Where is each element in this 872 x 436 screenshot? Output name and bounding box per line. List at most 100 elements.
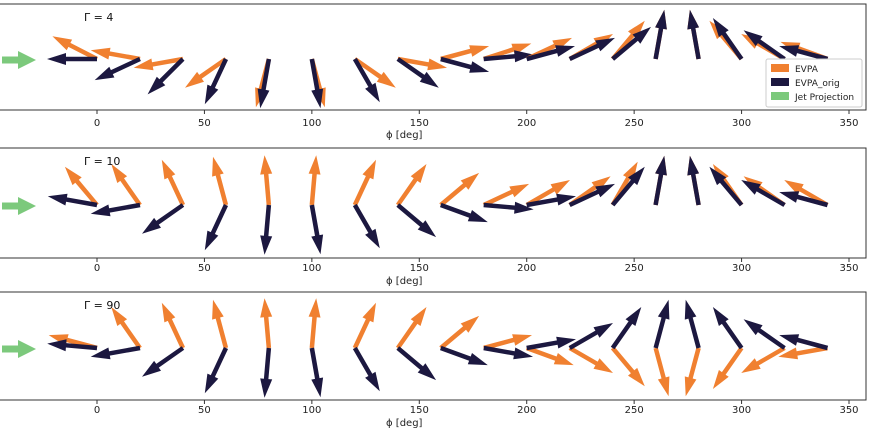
evpa-orig-arrow [440,202,488,223]
x-tick-label: 350 [839,118,858,129]
legend-label: Jet Projection [794,93,854,103]
evpa-arrow [111,164,142,207]
gamma-label: Γ = 90 [84,299,120,312]
evpa-arrow [712,346,744,389]
evpa-orig-arrow [94,57,141,81]
evpa-arrow [525,345,574,366]
evpa-orig-arrow [142,346,185,377]
legend-swatch [771,92,789,100]
evpa-orig-arrow [260,204,273,255]
evpa-arrow [439,172,480,207]
panel-3: 0 50 100 150 200 250 300 350 ϕ [deg] Γ = 90 [0,291,867,429]
evpa-arrow [396,164,427,207]
x-tick-label: 150 [410,118,429,129]
x-tick-label: 250 [625,405,644,416]
evpa-orig-arrow [352,57,380,103]
evpa-arrow [260,155,273,206]
x-tick-label: 300 [732,405,751,416]
evpa-orig-arrow [779,334,829,351]
evpa-orig-arrow [396,57,439,88]
evpa-arrow [212,299,229,349]
evpa-arrow [212,156,229,206]
x-tick-label: 250 [625,263,644,274]
x-tick-label: 300 [732,263,751,274]
evpa-orig-arrow [440,345,488,366]
evpa-arrow [90,47,141,62]
evpa-orig-arrow [309,58,324,109]
evpa-orig-arrow [568,37,615,61]
evpa-orig-arrow [352,346,380,392]
axes-frame [0,291,867,401]
axes-frame [0,147,867,259]
x-tick-label: 200 [517,263,536,274]
evpa-orig-arrow [526,45,575,62]
evpa-orig-arrow [309,204,324,255]
evpa-arrow [396,307,427,350]
x-tick-label: 150 [410,405,429,416]
evpa-orig-arrow [743,319,786,350]
x-tick-label: 100 [302,263,321,274]
evpa-orig-arrow [610,307,642,350]
evpa-orig-arrow [687,9,701,60]
evpa-arrow [525,180,570,207]
legend-swatch [771,64,789,72]
evpa-orig-arrow [526,193,576,208]
x-tick-label: 100 [302,405,321,416]
evpa-arrow [483,334,532,351]
evpa-arrow [741,346,786,373]
evpa-orig-arrow [743,30,786,61]
evpa-orig-arrow [653,155,667,206]
x-axis-label: ϕ [deg] [386,130,423,141]
evpa-orig-arrow [47,339,98,352]
evpa-arrow [397,56,447,71]
gamma-label: Γ = 4 [84,11,113,24]
evpa-arrow [111,307,142,350]
evpa-arrow [439,315,480,350]
evpa-orig-arrow [352,203,380,249]
evpa-orig-arrow [396,346,437,381]
x-tick-label: 200 [517,405,536,416]
evpa-arrow [440,45,490,62]
legend: EVPA EVPA_orig Jet Projection [765,58,863,108]
evpa-arrow [568,346,613,373]
evpa-orig-arrow [709,166,744,207]
evpa-arrow [778,345,828,360]
evpa-orig-arrow [779,45,829,62]
x-tick-label: 50 [198,118,211,129]
evpa-orig-arrow [257,58,272,109]
evpa-orig-arrow [483,201,534,214]
evpa-arrow [353,57,396,88]
evpa-orig-arrow [90,202,141,217]
x-tick-label: 150 [410,263,429,274]
x-axis-label: ϕ [deg] [386,276,423,287]
evpa-orig-arrow [741,180,786,207]
evpa-orig-arrow [483,345,533,360]
x-tick-label: 50 [198,405,211,416]
evpa-arrow [482,183,530,207]
evpa-orig-arrow [684,299,701,349]
evpa-arrow [610,346,645,387]
evpa-arrow [185,57,228,88]
evpa-arrow [352,159,376,206]
x-tick-label: 350 [839,263,858,274]
evpa-arrow [684,347,701,397]
evpa-orig-arrow [260,347,273,398]
evpa-orig-arrow [653,9,667,60]
evpa-arrow [133,56,184,71]
axes-frame [0,3,867,111]
x-tick-label: 300 [732,118,751,129]
jet-projection-arrow [2,340,36,358]
legend-swatch [771,78,789,86]
evpa-orig-arrow [568,183,615,207]
evpa-arrow [308,298,321,349]
evpa-orig-arrow [610,166,645,207]
evpa-arrow [308,155,321,206]
evpa-orig-arrow [568,323,613,350]
evpa-orig-arrow [526,336,576,351]
evpa-orig-arrow [653,299,670,349]
evpa-orig-arrow [687,155,701,206]
evpa-orig-arrow [142,203,185,234]
evpa-orig-arrow [440,56,490,73]
gamma-label: Γ = 10 [84,155,120,168]
